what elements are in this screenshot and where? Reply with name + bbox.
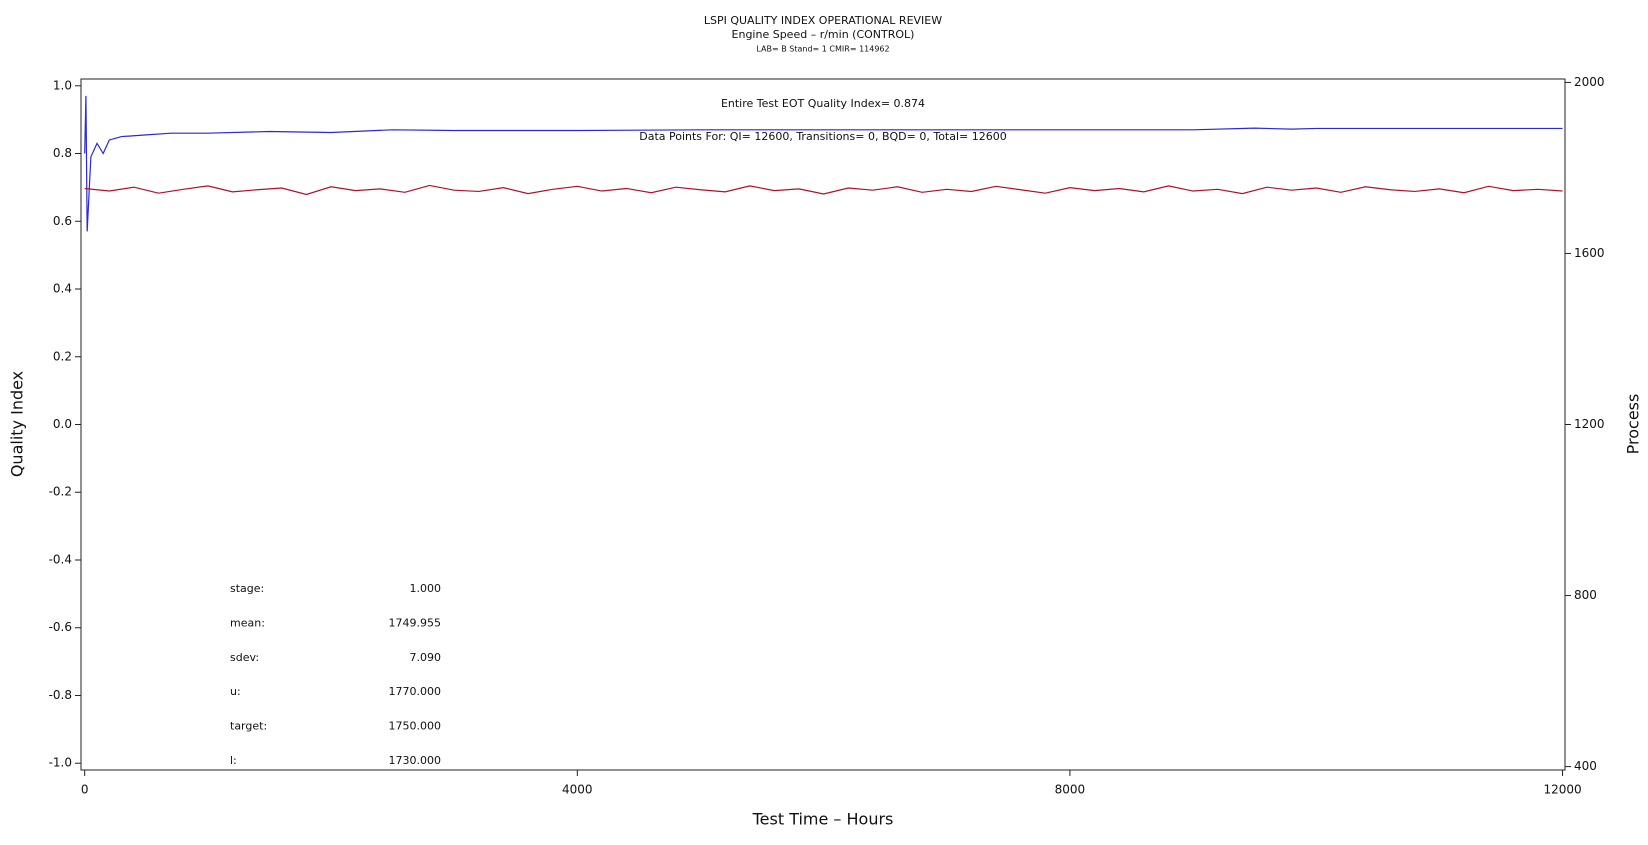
stat-label: l: <box>230 754 237 767</box>
x-tick-label: 8000 <box>1055 783 1086 797</box>
stat-label: u: <box>230 685 241 698</box>
y-axis-label: Quality Index <box>8 371 27 477</box>
y-tick-label: 1.0 <box>53 78 72 92</box>
y-tick-label: -0.6 <box>49 620 72 634</box>
y-tick-label: 0.8 <box>53 146 72 160</box>
chart-subtitle: Engine Speed – r/min (CONTROL) <box>732 28 915 41</box>
y-tick-label: -0.8 <box>49 688 72 702</box>
stat-value: 1749.955 <box>389 616 442 629</box>
y-tick-label: 0.6 <box>53 214 72 228</box>
y2-axis-label: Process <box>1624 394 1643 455</box>
x-tick-label: 0 <box>81 783 89 797</box>
y2-tick-label: 2000 <box>1574 75 1605 89</box>
x-tick-label: 4000 <box>562 783 593 797</box>
y-tick-label: 0.2 <box>53 349 72 363</box>
plot-frame <box>80 78 1566 771</box>
y2-tick-label: 400 <box>1574 759 1597 773</box>
y-tick-label: -0.2 <box>49 485 72 499</box>
data-line <box>84 184 1563 196</box>
y2-tick-label: 1600 <box>1574 246 1605 260</box>
chart-subtitle: LAB= B Stand= 1 CMIR= 114962 <box>756 45 889 54</box>
y-tick-label: -1.0 <box>49 756 72 770</box>
stat-value: 7.090 <box>410 651 442 664</box>
stat-value: 1750.000 <box>389 720 442 733</box>
y-tick-label: -0.4 <box>49 552 72 566</box>
data-line <box>84 95 1563 232</box>
y2-tick-label: 800 <box>1574 588 1597 602</box>
y-tick-label: 0.0 <box>53 417 72 431</box>
chart-title: LSPI QUALITY INDEX OPERATIONAL REVIEW <box>704 14 942 27</box>
x-tick-label: 12000 <box>1543 783 1581 797</box>
stat-label: sdev: <box>230 651 259 664</box>
annotation: Entire Test EOT Quality Index= 0.874 <box>721 97 925 110</box>
stat-value: 1770.000 <box>389 685 442 698</box>
y-tick-label: 0.4 <box>53 282 72 296</box>
stat-value: 1730.000 <box>389 754 442 767</box>
stat-value: 1.000 <box>410 582 442 595</box>
y2-tick-label: 1200 <box>1574 417 1605 431</box>
annotation: Data Points For: QI= 12600, Transitions=… <box>639 130 1007 143</box>
stat-label: target: <box>230 720 267 733</box>
stat-label: mean: <box>230 616 265 629</box>
stat-label: stage: <box>230 582 264 595</box>
x-axis-label: Test Time – Hours <box>752 810 894 829</box>
